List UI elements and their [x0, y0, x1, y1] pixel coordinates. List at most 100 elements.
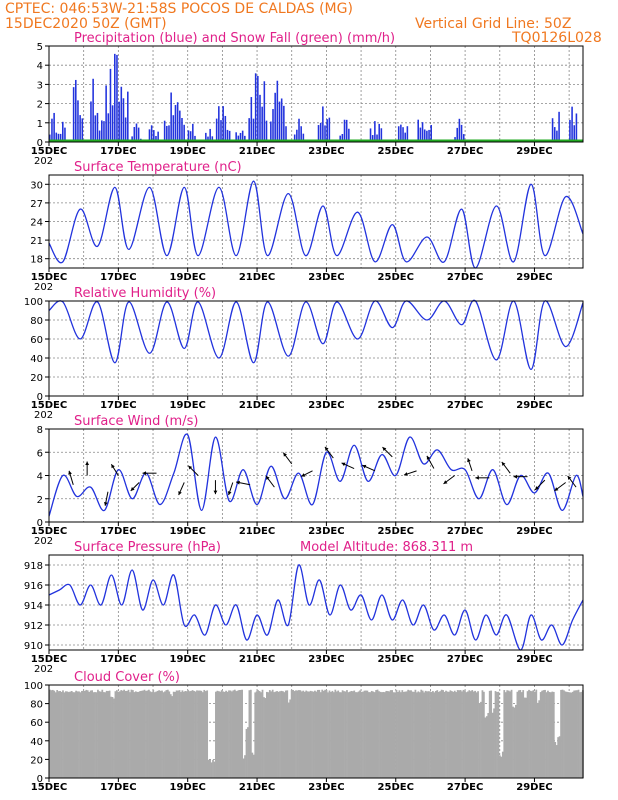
- cloud-bar: [184, 691, 187, 778]
- cloud-bar: [295, 690, 297, 778]
- wind-arrow-head: [283, 452, 287, 457]
- cloud-bar: [273, 692, 276, 778]
- cloud-bar: [520, 692, 523, 778]
- cloud-bar: [372, 691, 375, 778]
- wind-arrow-head: [426, 455, 431, 460]
- cloud-bar: [245, 728, 248, 778]
- cloud-bar: [517, 690, 520, 778]
- x-tick-label: 19DEC: [170, 526, 206, 537]
- cloud-bar: [182, 691, 185, 778]
- precip-bar: [285, 126, 287, 142]
- precip-bar: [423, 129, 426, 142]
- cloud-bar: [168, 691, 171, 778]
- cloud-bar: [513, 707, 516, 778]
- cloud-bar: [429, 691, 431, 778]
- cloud-bar: [133, 692, 136, 778]
- precip-bar: [150, 125, 153, 142]
- cloud-bar: [166, 689, 169, 778]
- cloud-bar: [515, 704, 517, 778]
- cloud-bar: [302, 690, 305, 778]
- cloud-bar: [66, 691, 69, 778]
- precip-bar: [263, 81, 266, 142]
- y-tick-label: 914: [24, 601, 43, 612]
- cloud-bar: [271, 689, 274, 778]
- cloud-bar: [528, 689, 530, 778]
- cloud-bar: [260, 692, 262, 778]
- precip-bar: [300, 126, 302, 142]
- x-tick-label: 25DEC: [378, 654, 414, 665]
- precip-bar: [148, 129, 151, 142]
- cloud-bar: [216, 690, 219, 778]
- precip-bar: [556, 130, 558, 142]
- cloud-bar: [340, 692, 343, 778]
- cloud-bar: [60, 691, 63, 778]
- x-tick-label: 15DEC: [31, 782, 67, 793]
- y-tick-label: 100: [24, 297, 43, 308]
- cloud-bar: [552, 691, 555, 778]
- cloud-bar: [110, 696, 112, 778]
- precip-bar: [205, 132, 207, 142]
- cloud-bar: [421, 690, 424, 778]
- cloud-bar: [324, 689, 327, 778]
- y-tick-label: 60: [30, 335, 43, 346]
- cloud-bar: [378, 691, 380, 778]
- cloud-bar: [488, 690, 491, 778]
- cloud-bar: [65, 691, 67, 778]
- precip-bar: [248, 118, 250, 142]
- cloud-bar: [222, 691, 225, 778]
- precip-bar: [417, 119, 419, 142]
- cloud-bar: [328, 690, 331, 778]
- cloud-bar: [397, 691, 399, 778]
- cloud-bar: [354, 692, 357, 778]
- precip-bar: [120, 86, 123, 142]
- precip-bar: [374, 121, 376, 142]
- header-code: TQ0126L028: [511, 30, 602, 46]
- cloud-bar: [81, 690, 83, 778]
- x-year-fragment: 202: [34, 536, 53, 547]
- cloud-bar: [263, 697, 265, 778]
- cloud-bar: [391, 690, 394, 778]
- precip-bar: [124, 117, 127, 142]
- precip-bar: [137, 127, 140, 142]
- panel-2: 18 21 24 27 30 15DEC 17DEC 19DEC 21DEC 23DEC 25DEC…: [30, 160, 584, 293]
- cloud-bar: [206, 690, 209, 778]
- cloud-bar: [325, 690, 328, 778]
- y-tick-label: 40: [30, 354, 43, 365]
- cloud-bar: [187, 690, 190, 778]
- precip-bar: [430, 125, 432, 142]
- cloud-bar: [365, 690, 367, 778]
- cloud-bar: [462, 689, 465, 778]
- cloud-bar: [385, 690, 388, 778]
- cloud-bar: [347, 692, 350, 778]
- cloud-bar: [446, 691, 449, 778]
- x-year-fragment: 202: [34, 156, 53, 167]
- wind-arrow-head: [501, 461, 506, 466]
- cloud-bar: [97, 689, 99, 778]
- cloud-bar: [108, 690, 111, 778]
- cloud-bar: [519, 689, 522, 778]
- x-tick-label: 21DEC: [239, 400, 275, 411]
- y-tick-label: 910: [24, 641, 43, 652]
- cloud-bar: [99, 691, 102, 778]
- series-line: [48, 564, 584, 651]
- y-tick-label: 3: [37, 80, 43, 91]
- cloud-bar: [381, 692, 383, 778]
- precip-bar: [72, 87, 75, 142]
- panel-title: Cloud Cover (%): [74, 670, 180, 685]
- precip-bar: [209, 128, 211, 142]
- cloud-bar: [490, 690, 493, 778]
- cloud-bar: [73, 692, 76, 778]
- x-year-fragment: 202: [34, 282, 53, 293]
- cloud-bar: [561, 689, 564, 778]
- cloud-bar: [200, 690, 203, 778]
- y-tick-label: 60: [30, 718, 43, 729]
- precip-bar: [107, 113, 110, 142]
- cloud-bar: [389, 690, 392, 778]
- cloud-bar: [76, 691, 79, 778]
- x-tick-label: 21DEC: [239, 526, 275, 537]
- cloud-bar: [136, 691, 139, 778]
- cloud-bar: [318, 689, 321, 778]
- cloud-bar: [418, 692, 421, 778]
- cloud-bar: [420, 689, 423, 778]
- cloud-bar: [564, 691, 567, 778]
